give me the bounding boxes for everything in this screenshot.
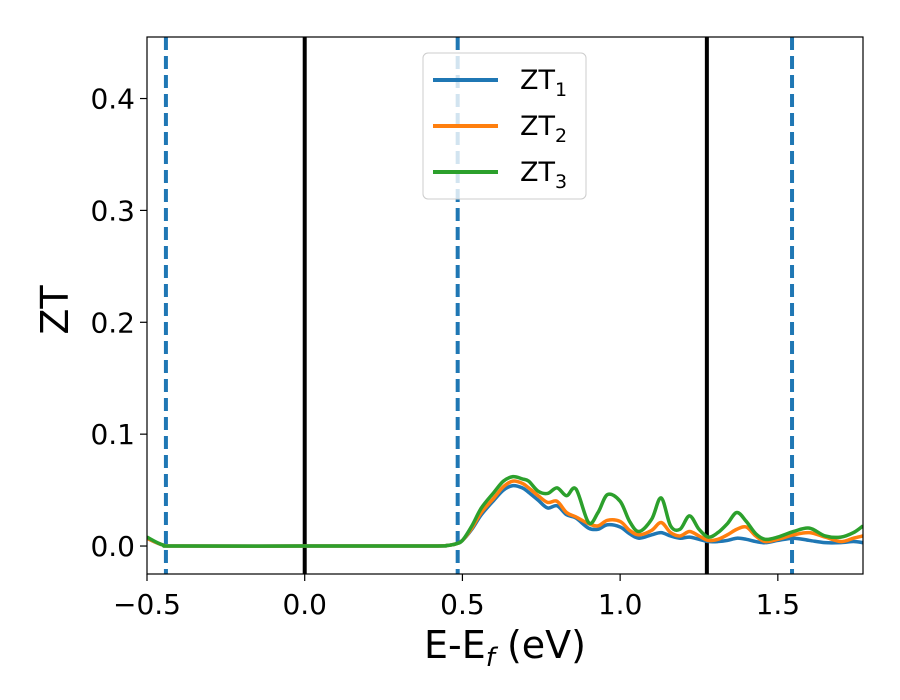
x-tick-label: 1.5 bbox=[756, 588, 801, 621]
x-tick-label: 0.0 bbox=[282, 588, 327, 621]
legend-box bbox=[422, 52, 587, 200]
y-tick-label: 0.4 bbox=[90, 83, 135, 116]
x-tick-label: 0.5 bbox=[440, 588, 485, 621]
series-line-zt3 bbox=[147, 474, 863, 548]
plot-frame bbox=[146, 36, 864, 575]
series-lines bbox=[147, 474, 863, 548]
x-axis-label: E-Ef (eV) bbox=[424, 623, 586, 673]
legend: ZT1 ZT2 ZT3 bbox=[422, 52, 587, 200]
y-tick-label: 0.2 bbox=[90, 306, 135, 339]
legend-label-zt3: ZT3 bbox=[520, 157, 567, 193]
x-tick-label: 1.0 bbox=[598, 588, 643, 621]
x-tick-label: −0.5 bbox=[113, 588, 181, 621]
legend-label-zt1: ZT1 bbox=[520, 65, 567, 101]
x-axis-ticks: −0.5 0.0 0.5 1.0 1.5 bbox=[113, 574, 800, 621]
y-tick-label: 0.0 bbox=[90, 530, 135, 563]
y-axis-ticks: 0.0 0.1 0.2 0.3 0.4 bbox=[90, 83, 147, 563]
y-tick-label: 0.1 bbox=[90, 418, 135, 451]
y-axis-label: ZT bbox=[33, 285, 77, 335]
reference-lines bbox=[163, 37, 795, 574]
legend-label-zt2: ZT2 bbox=[520, 111, 567, 147]
y-tick-label: 0.3 bbox=[90, 194, 135, 227]
